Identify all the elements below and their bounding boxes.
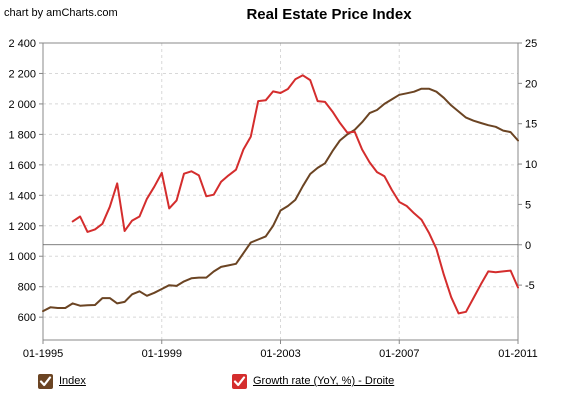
series-line-0 xyxy=(42,87,519,313)
y-left-tick-label: 1 400 xyxy=(8,190,36,202)
y-right-tick-label: 10 xyxy=(525,159,537,171)
y-left-tick-label: 800 xyxy=(18,282,36,294)
y-left-tick-label: 1 000 xyxy=(8,251,36,263)
grid-lines xyxy=(43,43,518,340)
y-left-tick-label: 1 600 xyxy=(8,160,36,172)
y-left-tick-label: 2 400 xyxy=(8,38,36,50)
y-left-tick-label: 600 xyxy=(18,312,36,324)
legend-swatch-growth-rate[interactable] xyxy=(232,373,247,389)
x-tick-label: 01-2007 xyxy=(379,348,419,360)
checkmark-icon xyxy=(39,375,52,386)
y-right-tick-label: 0 xyxy=(525,240,531,252)
legend-label-index[interactable]: Index xyxy=(59,375,86,387)
x-tick-label: 01-1995 xyxy=(23,348,63,360)
y-left-tick-label: 1 800 xyxy=(8,129,36,141)
series-lines xyxy=(42,74,519,315)
chart-credit[interactable]: chart by amCharts.com xyxy=(4,7,118,19)
x-tick-label: 01-1999 xyxy=(142,348,182,360)
legend-item-growth-rate[interactable]: Growth rate (YoY, %) - Droite xyxy=(232,372,394,390)
y-right-tick-label: 20 xyxy=(525,78,537,90)
legend-swatch-index[interactable] xyxy=(38,373,53,389)
y-left-tick-label: 1 200 xyxy=(8,221,36,233)
x-tick-label: 01-2003 xyxy=(260,348,300,360)
legend-item-index[interactable]: Index xyxy=(38,372,86,390)
y-left-tick-label: 2 000 xyxy=(8,99,36,111)
legend-label-growth-rate[interactable]: Growth rate (YoY, %) - Droite xyxy=(253,375,395,387)
x-tick-label: 01-2011 xyxy=(498,348,538,360)
checkmark-icon xyxy=(233,375,246,386)
tick-labels: 600 800 1 000 1 200 1 400 1 600 1 800 2 000 2 20… xyxy=(8,38,537,360)
y-right-tick-label: 5 xyxy=(525,199,531,211)
y-right-tick-label: -5 xyxy=(525,280,535,292)
chart-title: Real Estate Price Index xyxy=(246,6,412,23)
axes xyxy=(39,42,522,344)
y-left-tick-label: 2 200 xyxy=(8,68,36,80)
y-right-tick-label: 25 xyxy=(525,38,537,50)
series-line-1 xyxy=(71,74,519,315)
y-right-tick-label: 15 xyxy=(525,119,537,131)
